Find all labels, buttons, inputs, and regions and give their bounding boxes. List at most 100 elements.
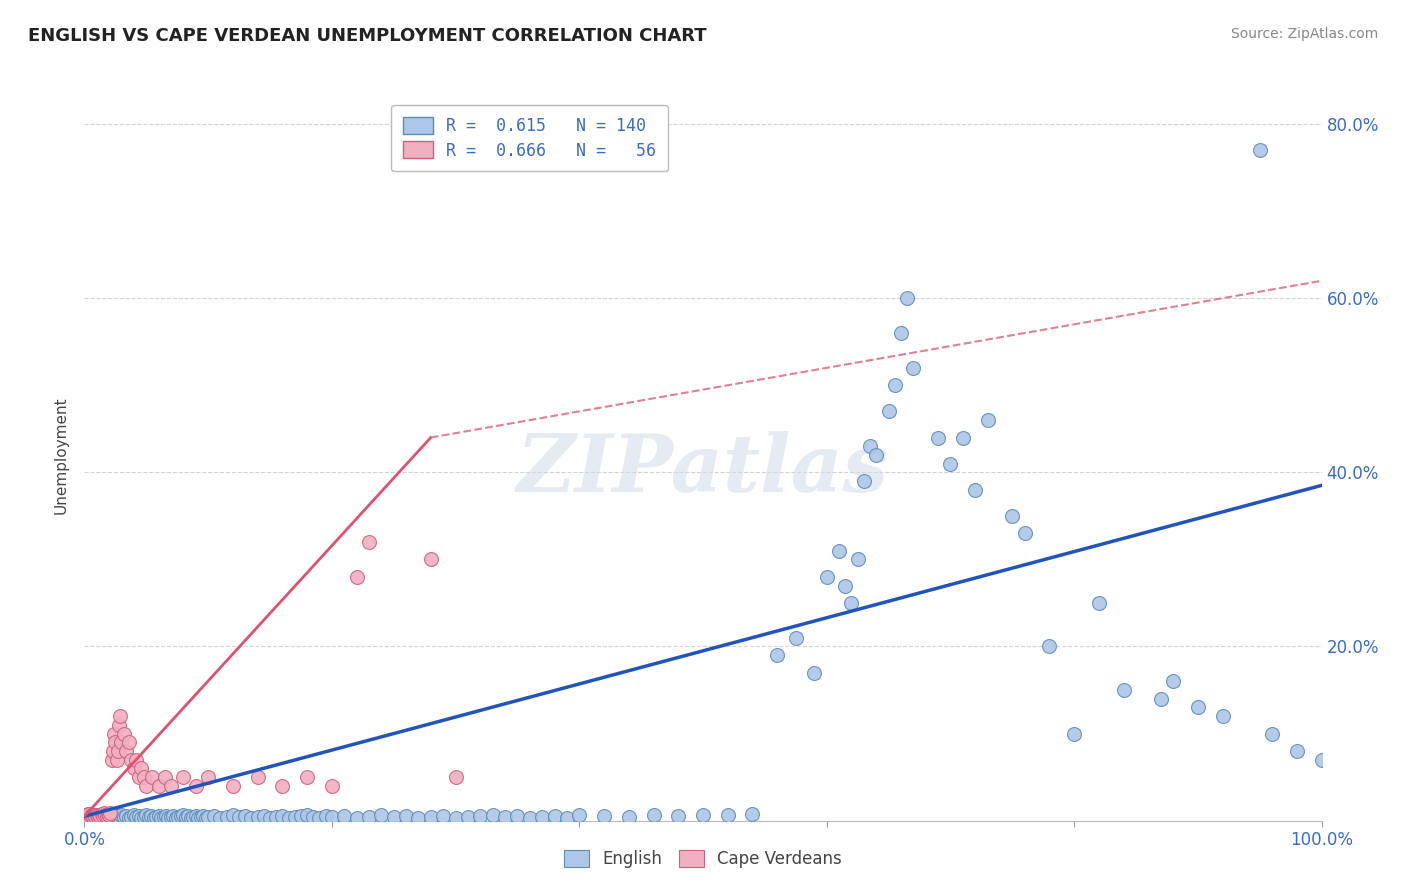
Point — [1161, 674, 1184, 689]
Point — [382, 810, 405, 824]
Point — [89, 811, 111, 825]
Point — [118, 811, 141, 825]
Point — [890, 326, 912, 340]
Point — [1014, 526, 1036, 541]
Point — [506, 809, 529, 823]
Point — [692, 808, 714, 822]
Point — [165, 811, 187, 825]
Point — [103, 810, 125, 824]
Point — [1261, 726, 1284, 740]
Point — [277, 811, 299, 825]
Point — [852, 474, 875, 488]
Point — [357, 535, 380, 549]
Point — [264, 810, 287, 824]
Legend: English, Cape Verdeans: English, Cape Verdeans — [557, 843, 849, 875]
Point — [1112, 683, 1135, 698]
Point — [965, 483, 987, 497]
Point — [83, 807, 105, 822]
Point — [481, 808, 503, 822]
Point — [766, 648, 789, 663]
Point — [1212, 709, 1234, 723]
Point — [100, 809, 122, 823]
Point — [79, 809, 101, 823]
Point — [132, 770, 155, 784]
Point — [96, 809, 118, 823]
Point — [93, 811, 115, 825]
Point — [129, 761, 152, 775]
Point — [939, 457, 962, 471]
Point — [89, 807, 111, 822]
Point — [543, 809, 565, 823]
Point — [1310, 753, 1333, 767]
Point — [98, 808, 121, 822]
Point — [170, 809, 193, 823]
Point — [432, 809, 454, 823]
Point — [927, 430, 949, 444]
Point — [1063, 726, 1085, 740]
Point — [834, 578, 856, 592]
Point — [593, 809, 616, 823]
Point — [357, 810, 380, 824]
Point — [741, 806, 763, 821]
Point — [110, 709, 132, 723]
Point — [118, 735, 141, 749]
Point — [321, 779, 343, 793]
Point — [228, 810, 250, 824]
Point — [148, 809, 170, 823]
Point — [253, 809, 276, 823]
Point — [494, 810, 516, 824]
Point — [180, 811, 202, 825]
Point — [321, 810, 343, 824]
Point — [976, 413, 998, 427]
Point — [87, 808, 110, 822]
Point — [191, 809, 214, 823]
Point — [865, 448, 887, 462]
Point — [76, 809, 98, 823]
Point — [80, 808, 103, 822]
Point — [108, 811, 131, 825]
Point — [145, 810, 167, 824]
Point — [77, 810, 100, 824]
Point — [148, 779, 170, 793]
Point — [129, 811, 152, 825]
Point — [155, 809, 177, 823]
Point — [883, 378, 905, 392]
Point — [315, 809, 337, 823]
Point — [122, 761, 145, 775]
Text: ZIPatlas: ZIPatlas — [517, 431, 889, 508]
Point — [76, 807, 98, 822]
Point — [96, 810, 118, 824]
Point — [83, 811, 105, 825]
Point — [89, 809, 111, 823]
Point — [846, 552, 869, 566]
Point — [125, 753, 148, 767]
Point — [290, 809, 312, 823]
Point — [115, 809, 138, 823]
Point — [1038, 640, 1060, 654]
Point — [86, 808, 108, 822]
Point — [215, 810, 238, 824]
Point — [181, 810, 204, 824]
Point — [79, 808, 101, 822]
Point — [112, 810, 135, 824]
Point — [308, 811, 330, 825]
Point — [896, 291, 918, 305]
Point — [190, 810, 212, 824]
Point — [150, 811, 173, 825]
Point — [841, 596, 863, 610]
Point — [187, 811, 209, 825]
Point — [105, 753, 128, 767]
Point — [120, 753, 142, 767]
Point — [110, 808, 132, 822]
Point — [617, 810, 640, 824]
Point — [184, 779, 207, 793]
Point — [259, 811, 281, 825]
Point — [877, 404, 900, 418]
Point — [167, 810, 190, 824]
Point — [444, 770, 467, 784]
Point — [295, 770, 318, 784]
Point — [284, 810, 307, 824]
Point — [79, 806, 101, 821]
Point — [172, 808, 194, 822]
Point — [89, 809, 111, 823]
